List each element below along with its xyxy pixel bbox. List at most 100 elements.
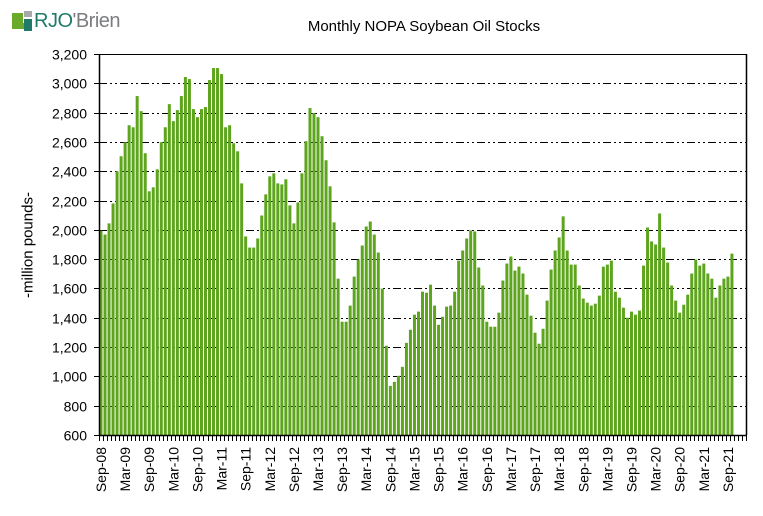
bar xyxy=(702,263,706,435)
x-tick-label: Mar-18 xyxy=(551,447,567,492)
bar xyxy=(553,250,557,435)
bar xyxy=(465,238,469,435)
x-tick-label: Mar-19 xyxy=(599,447,615,492)
bar xyxy=(565,250,569,435)
bar xyxy=(481,285,485,435)
x-tick-label: Mar-12 xyxy=(262,447,278,492)
bar xyxy=(167,104,171,436)
bar xyxy=(714,297,718,435)
bar xyxy=(380,288,384,435)
bar xyxy=(429,284,433,435)
bar xyxy=(280,184,284,435)
bar xyxy=(461,250,465,435)
y-tick-label: 1,800 xyxy=(52,252,87,268)
x-tick-label: Mar-16 xyxy=(455,447,471,492)
bar xyxy=(131,127,135,436)
bar xyxy=(457,260,461,435)
bar xyxy=(388,385,392,435)
x-tick-label: Sep-13 xyxy=(334,447,350,492)
x-tick-label: Mar-20 xyxy=(648,447,664,492)
x-tick-label: Sep-20 xyxy=(672,447,688,492)
bar xyxy=(372,234,376,435)
bar xyxy=(521,273,525,435)
bar xyxy=(625,317,629,435)
y-tick-label: 600 xyxy=(64,428,88,444)
bar xyxy=(312,113,316,435)
x-tick-label: Sep-19 xyxy=(623,447,639,492)
bar xyxy=(449,305,453,435)
bar xyxy=(593,303,597,435)
bar xyxy=(621,307,625,435)
x-tick-label: Mar-09 xyxy=(117,447,133,492)
bar xyxy=(179,96,183,435)
bar xyxy=(376,252,380,435)
x-tick-labels: Sep-08 Mar-09 Sep-09 Mar-10 Sep-10 Mar-11 Sep-… xyxy=(93,447,736,492)
bar xyxy=(368,221,372,435)
bar xyxy=(537,343,541,435)
bar xyxy=(115,171,119,436)
bar xyxy=(344,321,348,435)
bar xyxy=(107,223,111,435)
bar xyxy=(416,311,420,435)
x-tick-label: Sep-11 xyxy=(238,447,254,491)
bar xyxy=(642,265,646,435)
bar xyxy=(175,110,179,436)
bar xyxy=(682,304,686,435)
y-tick-label: 2,200 xyxy=(52,194,87,210)
bar xyxy=(224,127,228,436)
x-tick-label: Sep-12 xyxy=(286,447,302,492)
bar xyxy=(135,96,139,435)
bar xyxy=(453,291,457,435)
bar xyxy=(147,191,151,435)
bar xyxy=(236,151,240,436)
bar xyxy=(654,244,658,435)
bar xyxy=(698,265,702,435)
bar xyxy=(191,109,195,435)
y-tick-label: 2,000 xyxy=(52,223,87,239)
bar xyxy=(437,324,441,435)
bar xyxy=(529,315,533,435)
bar xyxy=(244,236,248,435)
bar xyxy=(171,121,175,436)
bar xyxy=(264,194,268,435)
bar xyxy=(690,273,694,435)
x-tick-label: Mar-11 xyxy=(214,447,230,491)
bar xyxy=(601,266,605,435)
bar xyxy=(276,183,280,435)
bar xyxy=(549,269,553,435)
y-tick-label: 1,200 xyxy=(52,340,87,356)
bar xyxy=(605,264,609,435)
y-tick-label: 2,600 xyxy=(52,135,87,151)
axes xyxy=(94,54,748,441)
bar xyxy=(666,262,670,435)
bar xyxy=(220,74,224,435)
x-tick-label: Sep-09 xyxy=(141,447,157,492)
bar xyxy=(674,300,678,435)
bar xyxy=(501,280,505,435)
bar xyxy=(505,263,509,435)
bar xyxy=(324,160,328,436)
bar xyxy=(533,332,537,435)
bar xyxy=(296,202,300,435)
bar xyxy=(710,278,714,435)
rjobrien-logo: RJO'Brien xyxy=(12,10,121,32)
bar xyxy=(541,328,545,435)
x-tick-label: Mar-21 xyxy=(696,447,712,492)
bar xyxy=(441,316,445,435)
bar xyxy=(384,345,388,435)
bar xyxy=(103,234,107,435)
bar xyxy=(577,285,581,435)
bar xyxy=(364,226,368,435)
bar xyxy=(216,68,220,435)
bar xyxy=(268,176,272,436)
y-tick-label: 3,000 xyxy=(52,76,87,92)
bar xyxy=(228,125,232,435)
bar xyxy=(633,314,637,435)
bar xyxy=(332,222,336,435)
bar xyxy=(304,141,308,435)
bar xyxy=(493,326,497,435)
bar xyxy=(629,311,633,435)
bar xyxy=(497,312,501,435)
bars xyxy=(99,68,734,436)
